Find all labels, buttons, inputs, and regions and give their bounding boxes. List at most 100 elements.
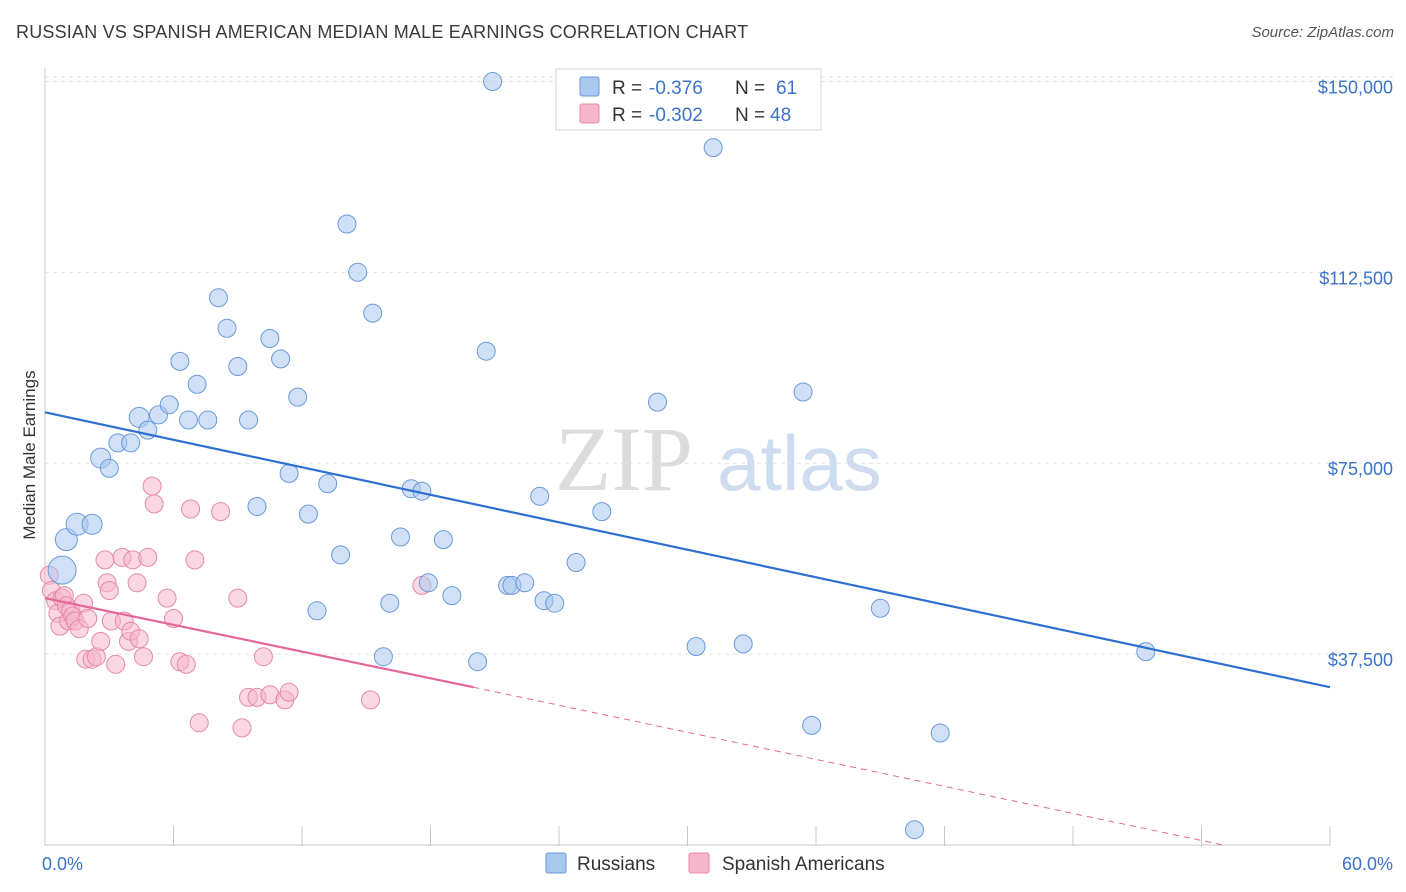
spanish-american-point-40 (185, 550, 205, 570)
legend-r-label-spanish-americans: R = (612, 105, 642, 126)
russian-point-12 (170, 351, 190, 371)
legend-swatch-spanish-americans (579, 103, 600, 124)
russian-point-11 (159, 395, 179, 415)
russian-points (47, 72, 1156, 840)
russian-point-28 (331, 545, 351, 565)
spanish-american-point-42 (211, 502, 231, 522)
russian-point-51 (648, 392, 667, 412)
axes (44, 68, 1331, 846)
spanish-american-point-32 (138, 547, 158, 567)
russian-point-13 (179, 410, 198, 430)
russian-point-38 (433, 530, 453, 550)
y-tick-label-2: $112,500 (1319, 268, 1393, 288)
spanish-american-point-34 (144, 494, 164, 514)
russian-point-31 (363, 303, 383, 323)
russian-point-14 (187, 374, 207, 394)
russian-point-37 (418, 573, 438, 593)
legend-n-value-russians: 61 (776, 78, 797, 99)
bottom-legend-label-spanish-americans[interactable]: Spanish Americans (722, 854, 885, 875)
russian-point-56 (802, 715, 822, 735)
y-tick-label-1: $75,000 (1328, 459, 1393, 479)
russian-point-29 (337, 214, 357, 234)
russian-point-40 (468, 652, 488, 672)
legend-r-value-spanish-americans: -0.302 (649, 105, 703, 126)
spanish-american-point-21 (99, 581, 119, 600)
russian-point-15 (198, 410, 218, 430)
russian-point-60 (1136, 642, 1156, 662)
russian-point-55 (793, 382, 813, 402)
russian-point-48 (545, 593, 565, 613)
russian-point-5 (99, 458, 119, 478)
russian-point-26 (307, 601, 327, 621)
russian-point-30 (348, 262, 368, 282)
russian-point-45 (515, 573, 535, 593)
source-credit: Source: ZipAtlas.com (1251, 24, 1394, 41)
spanish-american-point-43 (228, 588, 248, 608)
russian-point-7 (121, 433, 141, 453)
spanish-american-point-15 (78, 609, 98, 628)
spanish-american-point-31 (134, 647, 153, 667)
russian-point-20 (247, 497, 267, 516)
watermark-atlas: atlas (717, 419, 882, 507)
russian-point-21 (260, 329, 280, 348)
russian-point-25 (298, 504, 318, 524)
spanish-american-point-35 (157, 588, 177, 608)
spanish-american-point-39 (181, 499, 201, 519)
bottom-legend-label-russians[interactable]: Russians (577, 854, 655, 875)
y-tick-label-3: $150,000 (1318, 77, 1393, 97)
spanish-american-points (39, 476, 432, 738)
bottom-legend-swatch-russians[interactable] (545, 852, 567, 874)
x-tick-label-min: 0.0% (42, 854, 83, 874)
watermark: ZIP atlas (555, 408, 882, 510)
spanish-american-point-30 (129, 629, 149, 649)
series-legend: Russians Spanish Americans (545, 852, 885, 875)
spanish-american-point-19 (95, 550, 115, 570)
legend-n-value-spanish-americans: 48 (770, 105, 791, 126)
russian-point-50 (592, 502, 612, 522)
russian-point-19 (239, 410, 258, 430)
russian-point-27 (318, 474, 338, 494)
spanish-american-point-18 (91, 631, 111, 651)
russian-point-39 (442, 586, 462, 606)
correlation-legend: R = -0.376 N = 61 R = -0.302 N = 48 (555, 68, 822, 131)
russian-point-3 (81, 513, 103, 535)
legend-n-label-russians: N = (735, 78, 765, 99)
russian-point-58 (905, 820, 924, 840)
russian-point-16 (209, 288, 228, 308)
russian-point-54 (733, 634, 753, 654)
grid-lines (45, 76, 1395, 655)
spanish-american-point-41 (189, 713, 209, 733)
russian-point-24 (288, 387, 308, 407)
legend-box (555, 68, 822, 131)
legend-swatch-russians (579, 76, 600, 97)
spanish-american-point-47 (253, 647, 273, 667)
y-tick-label-0: $37,500 (1328, 650, 1393, 670)
russian-point-32 (373, 647, 393, 667)
russian-point-23 (279, 463, 299, 483)
spanish-american-trend-line (44, 597, 474, 689)
legend-r-value-russians: -0.376 (649, 78, 703, 99)
russian-point-49 (566, 553, 586, 572)
chart-title: RUSSIAN VS SPANISH AMERICAN MEDIAN MALE … (16, 22, 749, 42)
spanish-american-point-38 (176, 654, 196, 674)
russian-point-59 (930, 723, 950, 743)
x-tick-label-max: 60.0% (1342, 854, 1393, 874)
spanish-american-point-33 (142, 476, 162, 496)
russian-point-53 (703, 138, 723, 158)
spanish-american-point-44 (232, 718, 252, 738)
bottom-legend-swatch-spanish-americans[interactable] (688, 852, 710, 874)
russian-point-17 (217, 318, 237, 338)
legend-n-label-spanish-americans: N = (735, 105, 765, 126)
spanish-american-point-51 (361, 690, 380, 710)
russian-point-52 (686, 637, 706, 656)
russian-point-18 (228, 357, 248, 376)
russian-trend-line (44, 411, 1331, 689)
russian-point-33 (380, 593, 400, 613)
russian-point-34 (391, 527, 410, 547)
russian-point-41 (476, 341, 496, 361)
tick-labels: $37,500 $75,000 $112,500 $150,000 0.0% 60.0% (42, 77, 1393, 874)
russian-point-46 (530, 486, 550, 506)
legend-r-label-russians: R = (612, 78, 642, 99)
spanish-american-point-50 (279, 682, 299, 702)
